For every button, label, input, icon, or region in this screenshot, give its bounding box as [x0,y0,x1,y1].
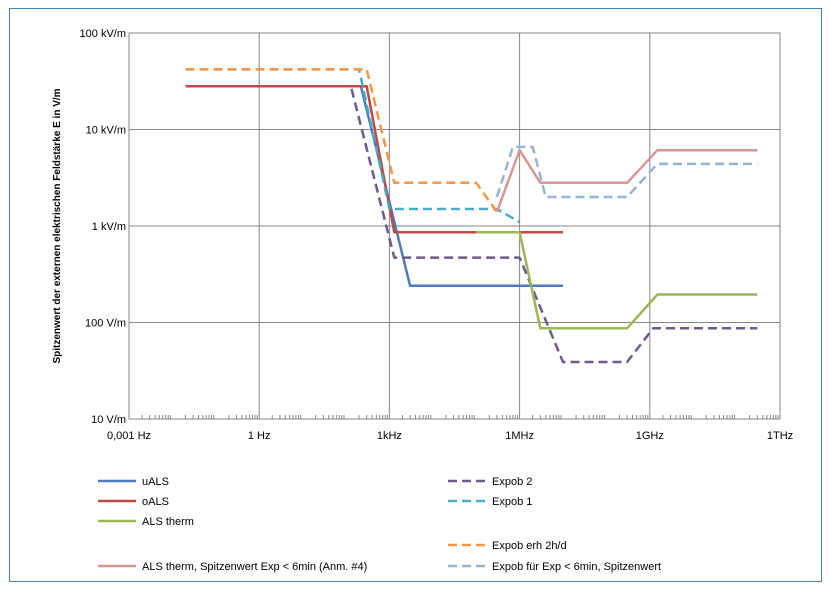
legend-label-2: oALS [142,496,169,508]
legend-label-7: Expob für Exp < 6min, Spitzenwert [492,561,661,573]
y-tick-label: 100 kV/m [80,28,126,40]
legend: uALS Expob 2 oALS Expob 1 ALS therm Expob erh… [98,476,661,573]
legend-label-3: Expob 1 [492,496,532,508]
series-line-2 [186,86,564,232]
line-chart: 0,001 Hz 1 Hz 1kHz 1MHz 1GHz 1THz 10 V/m 100 V… [10,9,821,581]
minor-ticks [142,415,778,419]
x-tick-label: 1 Hz [248,430,271,442]
series-line-4 [476,232,757,328]
x-tick-label: 1MHz [505,430,534,442]
series-line-5 [186,69,497,212]
y-tick-label: 10 V/m [91,414,126,426]
x-tick-label: 0,001 Hz [107,430,151,442]
legend-label-0: uALS [142,476,169,488]
legend-label-4: ALS therm [142,516,194,528]
grid-layer [129,33,780,419]
series-line-1 [186,86,758,362]
chart-frame: 0,001 Hz 1 Hz 1kHz 1MHz 1GHz 1THz 10 V/m 100 V… [9,8,822,582]
y-axis-ticks: 10 V/m 100 V/m 1 kV/m 10 kV/m 100 kV/m [80,28,126,426]
x-tick-label: 1kHz [377,430,402,442]
x-axis-ticks: 0,001 Hz 1 Hz 1kHz 1MHz 1GHz 1THz [107,430,793,442]
x-tick-label: 1THz [767,430,793,442]
legend-label-6: ALS therm, Spitzenwert Exp < 6min (Anm. … [142,561,367,573]
y-tick-label: 1 kV/m [92,221,126,233]
y-tick-label: 100 V/m [85,318,126,330]
legend-label-1: Expob 2 [492,476,532,488]
series-layer [186,69,758,362]
y-tick-label: 10 kV/m [86,125,126,137]
series-line-7 [497,147,757,197]
x-tick-label: 1GHz [636,430,664,442]
y-axis-label: Spitzenwert der externen elektrischen Fe… [52,88,63,363]
legend-label-5: Expob erh 2h/d [492,540,567,552]
